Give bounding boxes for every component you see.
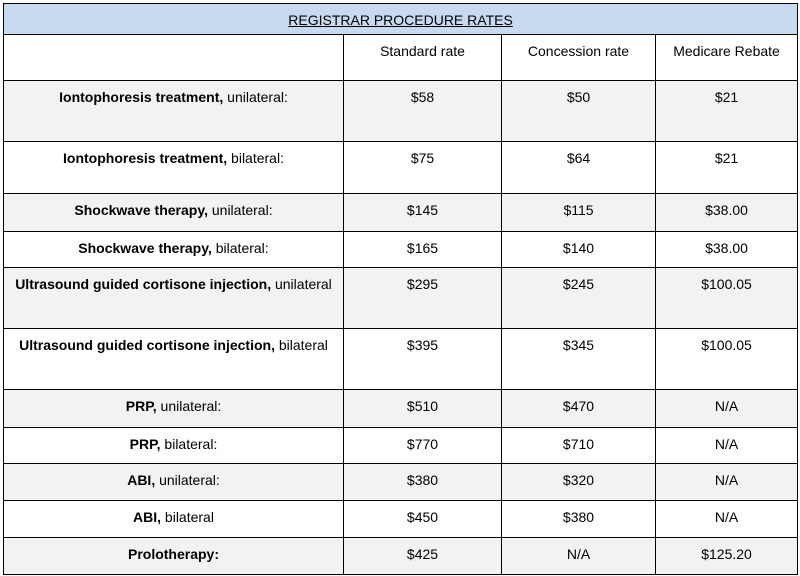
procedure-cell: Ultrasound guided cortisone injection, b… (3, 328, 344, 390)
procedure-qualifier: unilateral: (155, 472, 220, 488)
procedure-name: PRP, (125, 398, 157, 414)
title-row: REGISTRAR PROCEDURE RATES (2, 3, 799, 35)
concession-rate-cell: $50 (501, 80, 656, 142)
concession-rate-cell: $115 (501, 193, 656, 232)
standard-rate-cell: $770 (343, 427, 502, 464)
rates-table: REGISTRAR PROCEDURE RATES Standard rate … (2, 3, 799, 575)
procedure-cell: ABI, bilateral (3, 500, 344, 538)
table-row: PRP, unilateral: $510 $470 N/A (3, 389, 799, 428)
standard-rate-cell: $165 (343, 231, 502, 268)
medicare-rebate-cell: $21 (654, 80, 799, 142)
header-medicare-rebate: Medicare Rebate (654, 34, 799, 81)
table-row: Iontophoresis treatment, unilateral: $58… (3, 80, 799, 142)
table-row: Ultrasound guided cortisone injection, u… (3, 267, 799, 329)
standard-rate-cell: $75 (343, 141, 502, 194)
standard-rate-cell: $450 (343, 500, 502, 538)
concession-rate-cell: $710 (501, 427, 656, 464)
table-row: Shockwave therapy, bilateral: $165 $140 … (3, 231, 799, 268)
concession-rate-cell: $140 (501, 231, 656, 268)
procedure-name: PRP, (129, 436, 161, 452)
procedure-cell: Iontophoresis treatment, unilateral: (3, 80, 344, 142)
procedure-name: Ultrasound guided cortisone injection, (19, 337, 275, 353)
header-procedure (3, 34, 344, 81)
procedure-name: Shockwave therapy, (78, 240, 212, 256)
procedure-name: Prolotherapy: (127, 546, 219, 562)
table-row: ABI, bilateral $450 $380 N/A (3, 500, 799, 538)
medicare-rebate-cell: $21 (654, 141, 799, 194)
standard-rate-cell: $145 (343, 193, 502, 232)
standard-rate-cell: $395 (343, 328, 502, 390)
table-row: Shockwave therapy, unilateral: $145 $115… (3, 193, 799, 232)
standard-rate-cell: $510 (343, 389, 502, 428)
medicare-rebate-cell: $100.05 (654, 267, 799, 329)
procedure-cell: Iontophoresis treatment, bilateral: (3, 141, 344, 194)
procedure-cell: ABI, unilateral: (3, 463, 344, 501)
procedure-cell: Shockwave therapy, bilateral: (3, 231, 344, 268)
procedure-cell: PRP, unilateral: (3, 389, 344, 428)
procedure-qualifier: unilateral: (207, 202, 273, 218)
procedure-qualifier: bilateral: (160, 436, 218, 452)
medicare-rebate-cell: N/A (654, 463, 799, 501)
concession-rate-cell: $64 (501, 141, 656, 194)
procedure-name: Shockwave therapy, (74, 202, 208, 218)
table-title: REGISTRAR PROCEDURE RATES (2, 3, 799, 35)
medicare-rebate-cell: $38.00 (654, 193, 799, 232)
header-concession-rate: Concession rate (501, 34, 656, 81)
procedure-name: ABI, (133, 509, 162, 525)
medicare-rebate-cell: N/A (654, 427, 799, 464)
header-row: Standard rate Concession rate Medicare R… (3, 34, 799, 81)
table-row: Prolotherapy: $425 N/A $125.20 (3, 537, 799, 575)
concession-rate-cell: $245 (501, 267, 656, 329)
concession-rate-cell: $345 (501, 328, 656, 390)
procedure-cell: Prolotherapy: (3, 537, 344, 575)
procedure-qualifier: bilateral (161, 509, 214, 525)
procedure-cell: PRP, bilateral: (3, 427, 344, 464)
procedure-name: Iontophoresis treatment, (59, 89, 224, 105)
standard-rate-cell: $58 (343, 80, 502, 142)
procedure-qualifier: bilateral: (227, 150, 284, 166)
medicare-rebate-cell: $100.05 (654, 328, 799, 390)
procedure-name: ABI, (127, 472, 156, 488)
concession-rate-cell: N/A (501, 537, 656, 575)
procedure-cell: Shockwave therapy, unilateral: (3, 193, 344, 232)
standard-rate-cell: $295 (343, 267, 502, 329)
table-row: PRP, bilateral: $770 $710 N/A (3, 427, 799, 464)
procedure-qualifier: unilateral (271, 276, 332, 292)
procedure-cell: Ultrasound guided cortisone injection, u… (3, 267, 344, 329)
concession-rate-cell: $380 (501, 500, 656, 538)
standard-rate-cell: $380 (343, 463, 502, 501)
concession-rate-cell: $320 (501, 463, 656, 501)
procedure-name: Ultrasound guided cortisone injection, (15, 276, 272, 292)
procedure-qualifier: unilateral: (156, 398, 222, 414)
medicare-rebate-cell: $125.20 (654, 537, 799, 575)
table-row: Iontophoresis treatment, bilateral: $75 … (3, 141, 799, 194)
medicare-rebate-cell: N/A (654, 389, 799, 428)
procedure-qualifier: bilateral: (211, 240, 269, 256)
procedure-qualifier: unilateral: (223, 89, 288, 105)
medicare-rebate-cell: N/A (654, 500, 799, 538)
procedure-name: Iontophoresis treatment, (63, 150, 228, 166)
procedure-qualifier: bilateral (274, 337, 328, 353)
table-row: ABI, unilateral: $380 $320 N/A (3, 463, 799, 501)
medicare-rebate-cell: $38.00 (654, 231, 799, 268)
table-row: Ultrasound guided cortisone injection, b… (3, 328, 799, 390)
standard-rate-cell: $425 (343, 537, 502, 575)
header-standard-rate: Standard rate (343, 34, 502, 81)
concession-rate-cell: $470 (501, 389, 656, 428)
